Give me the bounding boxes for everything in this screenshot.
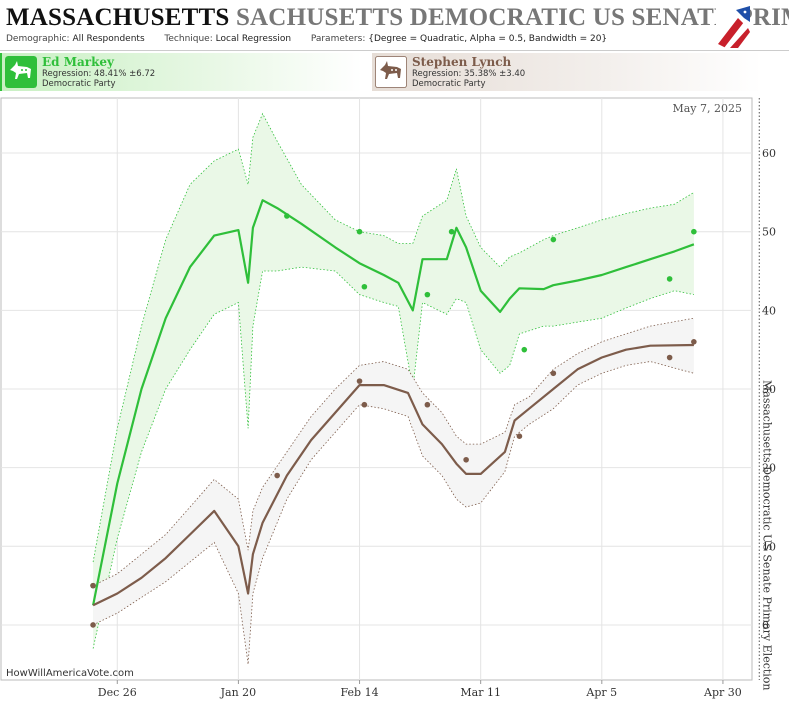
upper-bound-line xyxy=(92,317,694,586)
candidate-card-markey: Ed Markey Regression: 48.41% ±6.72 Democ… xyxy=(0,53,362,91)
candidate-regression: Regression: 48.41% ±6.72 xyxy=(42,69,156,79)
y-tick-label: 50 xyxy=(762,226,776,239)
poll-point-lynch xyxy=(550,370,557,377)
confidence-band xyxy=(93,113,694,649)
poll-point-markey xyxy=(521,346,528,353)
axes: 0 10 20 30 40 50 60 Dec 26 Jan 20 Feb 14 Mar 11 Apr… xyxy=(98,98,776,699)
x-tick-label: Apr 5 xyxy=(585,686,617,699)
poll-point-lynch xyxy=(424,401,431,408)
technique-value: Local Regression xyxy=(215,34,292,44)
poll-point-lynch xyxy=(361,401,368,408)
x-tick-label: Jan 20 xyxy=(220,686,257,699)
poll-point-markey xyxy=(424,291,431,298)
x-tick-label: Feb 14 xyxy=(341,686,379,699)
poll-point-markey xyxy=(356,228,363,235)
parameters-label: Parameters: xyxy=(310,34,366,44)
title-race: SACHUSETTS DEMOCRATIC US SENATE PRIM xyxy=(235,4,789,31)
election-label: Massachusetts Democratic US Senate Prima… xyxy=(760,380,773,691)
poll-point-markey xyxy=(691,228,697,235)
regression-lines xyxy=(92,199,695,607)
poll-point-markey xyxy=(284,213,290,219)
parameters-value: {Degree = Quadratic, Alpha = 0.5, Bandwi… xyxy=(368,34,608,44)
candidate-name: Stephen Lynch xyxy=(412,55,512,69)
x-tick-label: Mar 11 xyxy=(460,686,501,699)
upper-bound-line xyxy=(92,112,695,563)
poll-point-lynch xyxy=(666,354,673,361)
candidate-party: Democratic Party xyxy=(42,79,116,89)
lower-bound-line xyxy=(92,361,695,665)
parameters-line: Demographic: All Respondents Technique: … xyxy=(6,34,607,44)
watermark: HowWillAmericaVote.com xyxy=(6,668,134,679)
title-state: MASSACHUSETTS xyxy=(6,4,230,31)
poll-point-markey xyxy=(361,283,368,290)
y-tick-label: 60 xyxy=(762,147,776,160)
donkey-icon xyxy=(5,56,37,88)
flag-logo-icon xyxy=(716,4,750,48)
x-tick-label: Apr 30 xyxy=(703,686,742,699)
y-tick-label: 20 xyxy=(762,462,776,475)
header-divider xyxy=(0,50,789,51)
x-tick-label: Dec 26 xyxy=(98,686,137,699)
y-tick-label: 0 xyxy=(762,619,769,632)
candidate-name: Ed Markey xyxy=(42,55,115,69)
date-annotation: May 7, 2025 xyxy=(672,102,742,115)
poll-point-lynch xyxy=(274,472,280,479)
confidence-bands xyxy=(92,112,695,665)
poll-point-markey xyxy=(666,276,673,282)
poll-point-lynch xyxy=(90,622,96,628)
series-line xyxy=(92,343,694,607)
confidence-band xyxy=(93,318,694,665)
candidate-regression: Regression: 35.38% ±3.40 xyxy=(412,69,526,79)
demographic-value: All Respondents xyxy=(72,34,145,44)
poll-point-markey xyxy=(550,236,557,243)
technique-label: Technique: xyxy=(164,34,213,44)
poll-points xyxy=(90,213,697,628)
candidate-party: Democratic Party xyxy=(412,79,486,89)
lower-bound-line xyxy=(92,266,694,649)
candidate-card-lynch: Stephen Lynch Regression: 35.38% ±3.40 D… xyxy=(372,53,762,91)
poll-point-lynch xyxy=(516,433,523,439)
poll-point-lynch xyxy=(90,582,96,589)
regression-chart: 0 10 20 30 40 50 60 Dec 26 Jan 20 Feb 14 Mar 11 Apr… xyxy=(0,97,776,699)
series-line xyxy=(92,199,695,606)
header: MASSACHUSETTS SACHUSETTS DEMOCRATIC US S… xyxy=(0,0,789,50)
poll-point-lynch xyxy=(463,456,469,463)
poll-point-markey xyxy=(448,228,455,235)
poll-point-lynch xyxy=(356,378,363,384)
donkey-icon xyxy=(375,56,407,88)
y-tick-label: 40 xyxy=(762,304,776,317)
demographic-label: Demographic: xyxy=(6,34,70,44)
y-tick-label: 30 xyxy=(762,383,776,396)
poll-point-lynch xyxy=(691,339,697,345)
y-tick-label: 10 xyxy=(762,540,776,553)
page-title: MASSACHUSETTS SACHUSETTS DEMOCRATIC US S… xyxy=(6,4,789,32)
